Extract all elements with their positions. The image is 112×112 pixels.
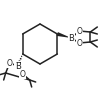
- Text: O: O: [7, 58, 13, 68]
- Text: O: O: [76, 27, 82, 36]
- Text: B̅: B̅: [15, 61, 20, 70]
- Polygon shape: [56, 32, 71, 38]
- Text: O: O: [20, 70, 25, 79]
- Text: O: O: [76, 39, 82, 47]
- Text: B: B: [68, 33, 74, 42]
